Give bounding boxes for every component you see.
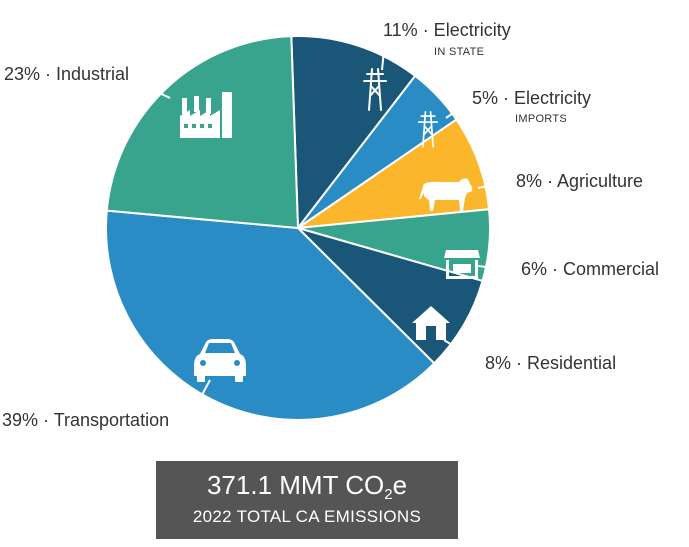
leader-line-residential [443,339,477,361]
leader-line-electricity-imports [445,103,467,119]
leader-lines [127,39,513,407]
label-residential: 8% · Residential [485,353,616,373]
leader-line-transportation [195,379,211,407]
storefront-icon [444,250,480,279]
emissions-pie-chart: 11% · Electricity IN STATE 5% · Electric… [2,20,659,430]
total-emissions-box: 371.1 MMT CO2e 2022 TOTAL CA EMISSIONS [156,461,458,539]
sublabel-electricity-imports: IMPORTS [515,113,567,125]
pie-slices [105,35,491,421]
power-tower-icon [417,110,439,148]
leader-line-agriculture [477,181,509,189]
car-icon [194,339,246,382]
pie-slice-electricity-in-state [290,35,417,231]
cow-icon [419,178,473,211]
label-electricity-imports: 5% · Electricity [472,88,591,108]
sublabel-electricity-in-state: IN STATE [434,46,484,58]
leader-line-commercial [477,265,513,271]
total-emissions-caption: 2022 TOTAL CA EMISSIONS [192,507,422,526]
leader-line-electricity-in-state [381,39,386,71]
power-tower-icon [363,68,387,111]
leader-line-industrial [127,77,171,99]
label-transportation: 39% · Transportation [2,410,169,430]
label-electricity-in-state: 11% · Electricity [383,20,511,40]
pie-slice-transportation [105,209,436,421]
factory-icon [180,92,232,138]
house-icon [412,306,450,340]
label-commercial: 6% · Commercial [521,259,659,279]
label-industrial: 23% · Industrial [4,64,129,84]
pie-slice-agriculture [297,118,491,229]
label-agriculture: 8% · Agriculture [516,171,643,191]
total-emissions-value: 371.1 MMT CO2e [206,470,408,503]
